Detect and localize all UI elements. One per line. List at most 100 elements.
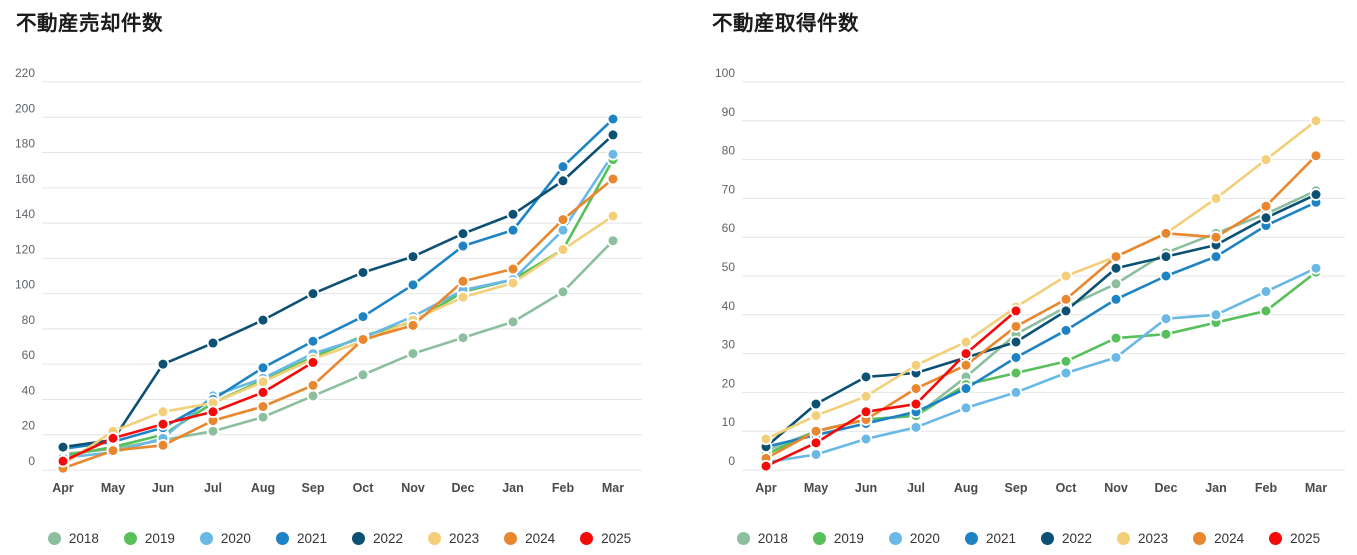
data-point-2024-Jul[interactable]	[909, 382, 923, 395]
data-point-2023-Jan[interactable]	[1209, 192, 1223, 205]
data-point-2023-Mar[interactable]	[1309, 114, 1323, 128]
data-point-2021-Sep[interactable]	[306, 334, 320, 348]
data-point-2023-Jan[interactable]	[506, 276, 520, 290]
data-point-2025-May[interactable]	[106, 431, 120, 445]
data-point-2023-Aug[interactable]	[256, 375, 270, 389]
data-point-2024-Oct[interactable]	[356, 333, 370, 346]
data-point-2018-Nov[interactable]	[406, 347, 420, 360]
data-point-2018-Sep[interactable]	[306, 389, 320, 403]
data-point-2023-Feb[interactable]	[1259, 153, 1273, 166]
data-point-2025-Sep[interactable]	[1009, 304, 1023, 318]
data-point-2025-Jul[interactable]	[206, 405, 220, 419]
data-point-2022-Mar[interactable]	[1309, 188, 1323, 201]
data-point-2021-Aug[interactable]	[256, 361, 270, 375]
data-point-2023-Feb[interactable]	[556, 243, 570, 256]
data-point-2018-Jan[interactable]	[506, 315, 520, 329]
data-point-2021-Oct[interactable]	[1059, 324, 1073, 337]
data-point-2024-May[interactable]	[809, 424, 823, 438]
data-point-2021-Dec[interactable]	[456, 239, 470, 253]
data-point-2024-Jun[interactable]	[156, 439, 170, 452]
data-point-2022-Jan[interactable]	[506, 207, 520, 221]
data-point-2019-Nov[interactable]	[1109, 331, 1123, 345]
data-point-2025-Jun[interactable]	[156, 417, 170, 431]
data-point-2019-Sep[interactable]	[1009, 366, 1023, 380]
legend-item-2023[interactable]: 2023	[1117, 531, 1168, 546]
data-point-2024-Sep[interactable]	[306, 379, 320, 392]
data-point-2022-Dec[interactable]	[456, 227, 470, 240]
data-point-2022-Jun[interactable]	[156, 357, 170, 371]
data-point-2020-Mar[interactable]	[606, 148, 620, 161]
data-point-2024-Jan[interactable]	[506, 262, 520, 276]
data-point-2021-Nov[interactable]	[406, 278, 420, 292]
data-point-2021-Mar[interactable]	[606, 112, 620, 126]
data-point-2025-Apr[interactable]	[759, 459, 773, 473]
data-point-2024-Feb[interactable]	[1259, 199, 1273, 213]
data-point-2023-Jun[interactable]	[859, 389, 873, 403]
data-point-2020-May[interactable]	[809, 448, 823, 461]
data-point-2024-Jan[interactable]	[1209, 230, 1223, 244]
data-point-2023-Jul[interactable]	[909, 358, 923, 372]
data-point-2022-Aug[interactable]	[256, 313, 270, 327]
data-point-2018-Mar[interactable]	[606, 234, 620, 248]
data-point-2023-Dec[interactable]	[456, 290, 470, 304]
data-point-2023-Apr[interactable]	[759, 432, 773, 446]
legend-item-2018[interactable]: 2018	[47, 531, 99, 546]
data-point-2024-Mar[interactable]	[606, 172, 620, 186]
legend-item-2024[interactable]: 2024	[1193, 531, 1244, 546]
data-point-2024-Sep[interactable]	[1009, 320, 1023, 333]
data-point-2018-Oct[interactable]	[356, 368, 370, 382]
data-point-2025-Sep[interactable]	[306, 356, 320, 369]
data-point-2021-Oct[interactable]	[356, 310, 370, 323]
data-point-2021-Jan[interactable]	[506, 223, 520, 237]
data-point-2018-Nov[interactable]	[1109, 277, 1123, 291]
data-point-2022-Feb[interactable]	[1259, 211, 1273, 225]
data-point-2024-Aug[interactable]	[256, 400, 270, 413]
data-point-2022-Sep[interactable]	[1009, 335, 1023, 349]
data-point-2024-Mar[interactable]	[1309, 149, 1323, 163]
data-point-2025-Aug[interactable]	[256, 386, 270, 399]
data-point-2021-Feb[interactable]	[556, 160, 570, 173]
data-point-2023-May[interactable]	[809, 409, 823, 422]
data-point-2021-Aug[interactable]	[959, 382, 973, 395]
data-point-2022-Nov[interactable]	[406, 250, 420, 263]
legend-item-2025[interactable]: 2025	[580, 531, 631, 546]
data-point-2021-Nov[interactable]	[1109, 292, 1123, 306]
legend-item-2022[interactable]: 2022	[1041, 531, 1092, 546]
data-point-2020-Aug[interactable]	[959, 401, 973, 415]
data-point-2022-Apr[interactable]	[56, 440, 70, 454]
data-point-2025-Jul[interactable]	[909, 397, 923, 411]
data-point-2022-Dec[interactable]	[1159, 250, 1173, 263]
legend-item-2022[interactable]: 2022	[352, 531, 403, 546]
data-point-2022-Jul[interactable]	[206, 336, 220, 350]
data-point-2021-Sep[interactable]	[1009, 351, 1023, 364]
data-point-2022-Oct[interactable]	[1059, 304, 1073, 318]
data-point-2025-Jun[interactable]	[859, 405, 873, 419]
data-point-2020-Mar[interactable]	[1309, 261, 1323, 275]
data-point-2022-Feb[interactable]	[556, 174, 570, 188]
data-point-2025-May[interactable]	[809, 436, 823, 450]
data-point-2018-Jul[interactable]	[206, 424, 220, 438]
data-point-2024-Nov[interactable]	[1109, 250, 1123, 263]
data-point-2024-May[interactable]	[106, 444, 120, 457]
legend-item-2020[interactable]: 2020	[199, 531, 251, 546]
data-point-2024-Dec[interactable]	[1159, 227, 1173, 240]
data-point-2022-May[interactable]	[809, 397, 823, 411]
data-point-2018-Aug[interactable]	[256, 410, 270, 424]
data-point-2020-Jun[interactable]	[859, 432, 873, 446]
legend-item-2021[interactable]: 2021	[964, 531, 1016, 546]
data-point-2024-Oct[interactable]	[1059, 292, 1073, 306]
data-point-2020-Oct[interactable]	[1059, 366, 1073, 380]
data-point-2022-Nov[interactable]	[1109, 261, 1123, 275]
data-point-2023-Aug[interactable]	[959, 335, 973, 349]
data-point-2020-Feb[interactable]	[556, 223, 570, 237]
legend-item-2025[interactable]: 2025	[1269, 531, 1320, 546]
data-point-2019-Feb[interactable]	[1259, 304, 1273, 318]
data-point-2018-Feb[interactable]	[556, 285, 570, 299]
data-point-2022-Oct[interactable]	[356, 266, 370, 279]
data-point-2022-Mar[interactable]	[606, 128, 620, 142]
data-point-2021-Dec[interactable]	[1159, 269, 1173, 283]
data-point-2018-Dec[interactable]	[456, 331, 470, 345]
data-point-2024-Aug[interactable]	[959, 358, 973, 372]
data-point-2022-Jun[interactable]	[859, 370, 873, 384]
legend-item-2019[interactable]: 2019	[812, 531, 864, 546]
